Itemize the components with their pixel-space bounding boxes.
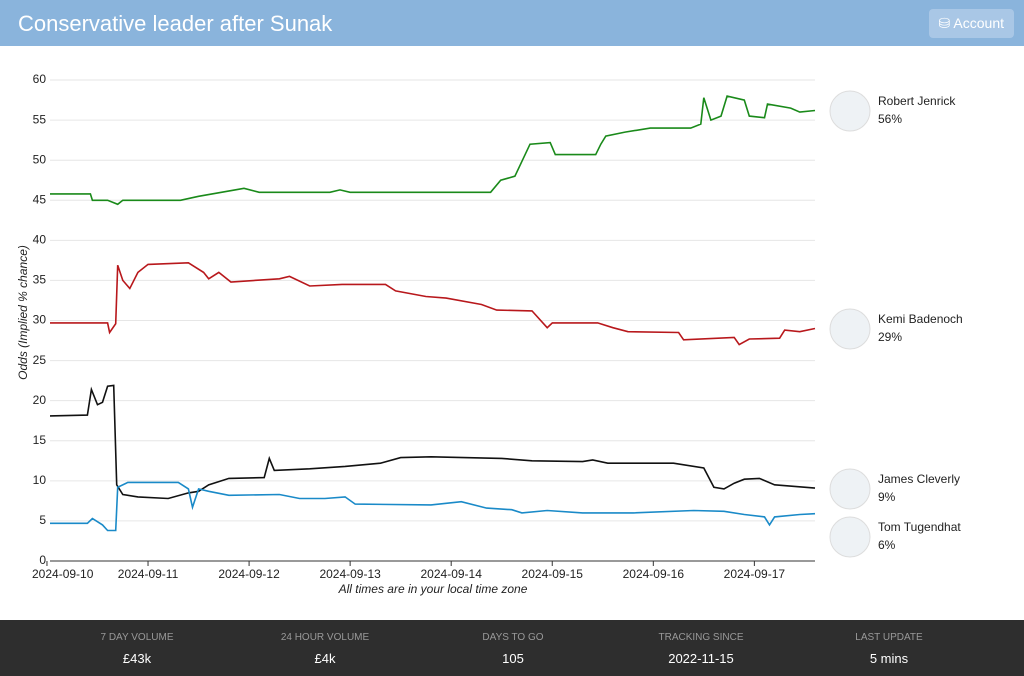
avatar <box>829 90 871 132</box>
x-tick-label: 2024-09-13 <box>319 567 381 581</box>
footer: 7 DAY VOLUME £43k 24 HOUR VOLUME £4k DAYS TO… <box>0 620 1024 676</box>
y-tick-label: 5 <box>39 513 46 527</box>
y-tick-label: 0 <box>39 553 46 567</box>
x-tick-label: 2024-09-12 <box>218 567 280 581</box>
stat-label: 7 DAY VOLUME <box>100 632 174 643</box>
stat-value: 5 mins <box>869 651 909 666</box>
x-tick-label: 2024-09-15 <box>522 567 584 581</box>
series-line <box>50 95 816 206</box>
stat-label: 24 HOUR VOLUME <box>280 632 370 643</box>
header: Conservative leader after Sunak ⛁ Accoun… <box>0 0 1024 46</box>
y-tick-label: 50 <box>33 152 47 166</box>
chart: 0 5 10 15 20 25 30 35 40 45 50 55 60 2024-09-10 2024-0… <box>16 72 963 596</box>
y-tick-label: 40 <box>33 233 47 247</box>
avatar <box>829 308 871 350</box>
account-label[interactable]: Account <box>953 15 1004 31</box>
y-tick-label: 35 <box>33 273 47 287</box>
avatar <box>829 516 871 558</box>
x-tick-label: 2024-09-14 <box>421 567 483 581</box>
y-tick-label: 20 <box>33 393 47 407</box>
legend-value: 56% <box>878 112 902 126</box>
stat: 7 DAY VOLUME £43k <box>43 632 231 666</box>
legend-name: Robert Jenrick <box>878 94 956 108</box>
y-tick-label: 10 <box>33 473 47 487</box>
stat-label: DAYS TO GO <box>482 632 544 643</box>
legend-value: 9% <box>878 490 896 504</box>
legend-name: Kemi Badenoch <box>878 312 963 326</box>
stat: DAYS TO GO 105 <box>419 632 607 666</box>
y-tick-label: 15 <box>33 433 47 447</box>
stat: TRACKING SINCE 2022-11-15 <box>607 632 795 666</box>
stat-label: TRACKING SINCE <box>658 632 744 643</box>
stat-value: 2022-11-15 <box>668 651 734 666</box>
avatar <box>829 468 871 510</box>
x-tick-label: 2024-09-16 <box>623 567 685 581</box>
legend-value: 29% <box>878 330 902 344</box>
stat-value: £43k <box>122 651 152 666</box>
series-line <box>49 384 816 500</box>
y-tick-label: 60 <box>33 72 47 86</box>
y-tick-label: 30 <box>33 313 47 327</box>
note: All times are in your local time zone <box>338 582 528 596</box>
series-line <box>50 261 816 346</box>
x-tick-label: 2024-09-10 <box>32 567 94 581</box>
stat-label: LAST UPDATE <box>855 632 923 643</box>
legend-name: James Cleverly <box>878 472 960 486</box>
stat: LAST UPDATE 5 mins <box>795 632 983 666</box>
y-tick-label: 25 <box>33 353 47 367</box>
x-tick-label: 2024-09-11 <box>118 567 179 581</box>
series-line <box>50 481 816 532</box>
legend-value: 6% <box>878 538 896 552</box>
y-axis-label: Odds (Implied % chance) <box>16 245 30 380</box>
stat-value: 105 <box>502 651 524 666</box>
y-tick-label: 45 <box>33 192 47 206</box>
stat: 24 HOUR VOLUME £4k <box>231 632 419 666</box>
stat-value: £4k <box>314 651 336 666</box>
account-button[interactable]: ⛁ Account <box>928 9 1014 38</box>
page-title: Conservative leader after Sunak <box>18 11 333 36</box>
legend-name: Tom Tugendhat <box>878 520 961 534</box>
y-tick-label: 55 <box>33 112 47 126</box>
x-tick-label: 2024-09-17 <box>724 567 786 581</box>
